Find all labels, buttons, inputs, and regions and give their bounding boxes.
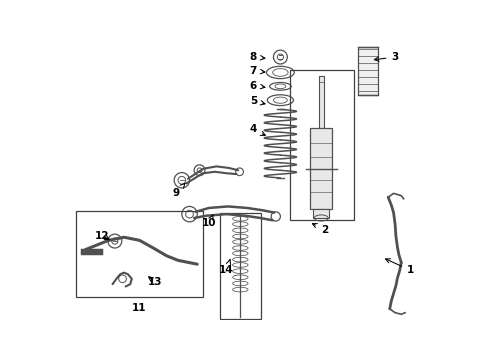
Text: 8: 8 bbox=[250, 52, 265, 62]
Text: 13: 13 bbox=[147, 277, 162, 287]
Text: 6: 6 bbox=[250, 81, 265, 91]
Bar bbox=[314, 209, 329, 218]
Text: 4: 4 bbox=[250, 125, 265, 135]
Text: 12: 12 bbox=[95, 231, 110, 241]
Text: 14: 14 bbox=[219, 260, 234, 275]
Bar bbox=[358, 47, 378, 95]
Text: 5: 5 bbox=[250, 96, 265, 106]
Text: 3: 3 bbox=[374, 52, 399, 62]
Bar bbox=[76, 211, 203, 297]
Bar bbox=[290, 70, 354, 220]
Text: 9: 9 bbox=[173, 183, 185, 198]
Text: 1: 1 bbox=[386, 259, 414, 275]
Text: 11: 11 bbox=[132, 303, 147, 314]
Text: 10: 10 bbox=[201, 215, 216, 228]
Bar bbox=[220, 213, 261, 319]
Text: 7: 7 bbox=[250, 66, 265, 76]
Bar bbox=[319, 76, 323, 128]
Bar bbox=[311, 128, 332, 209]
Text: 2: 2 bbox=[313, 224, 328, 235]
